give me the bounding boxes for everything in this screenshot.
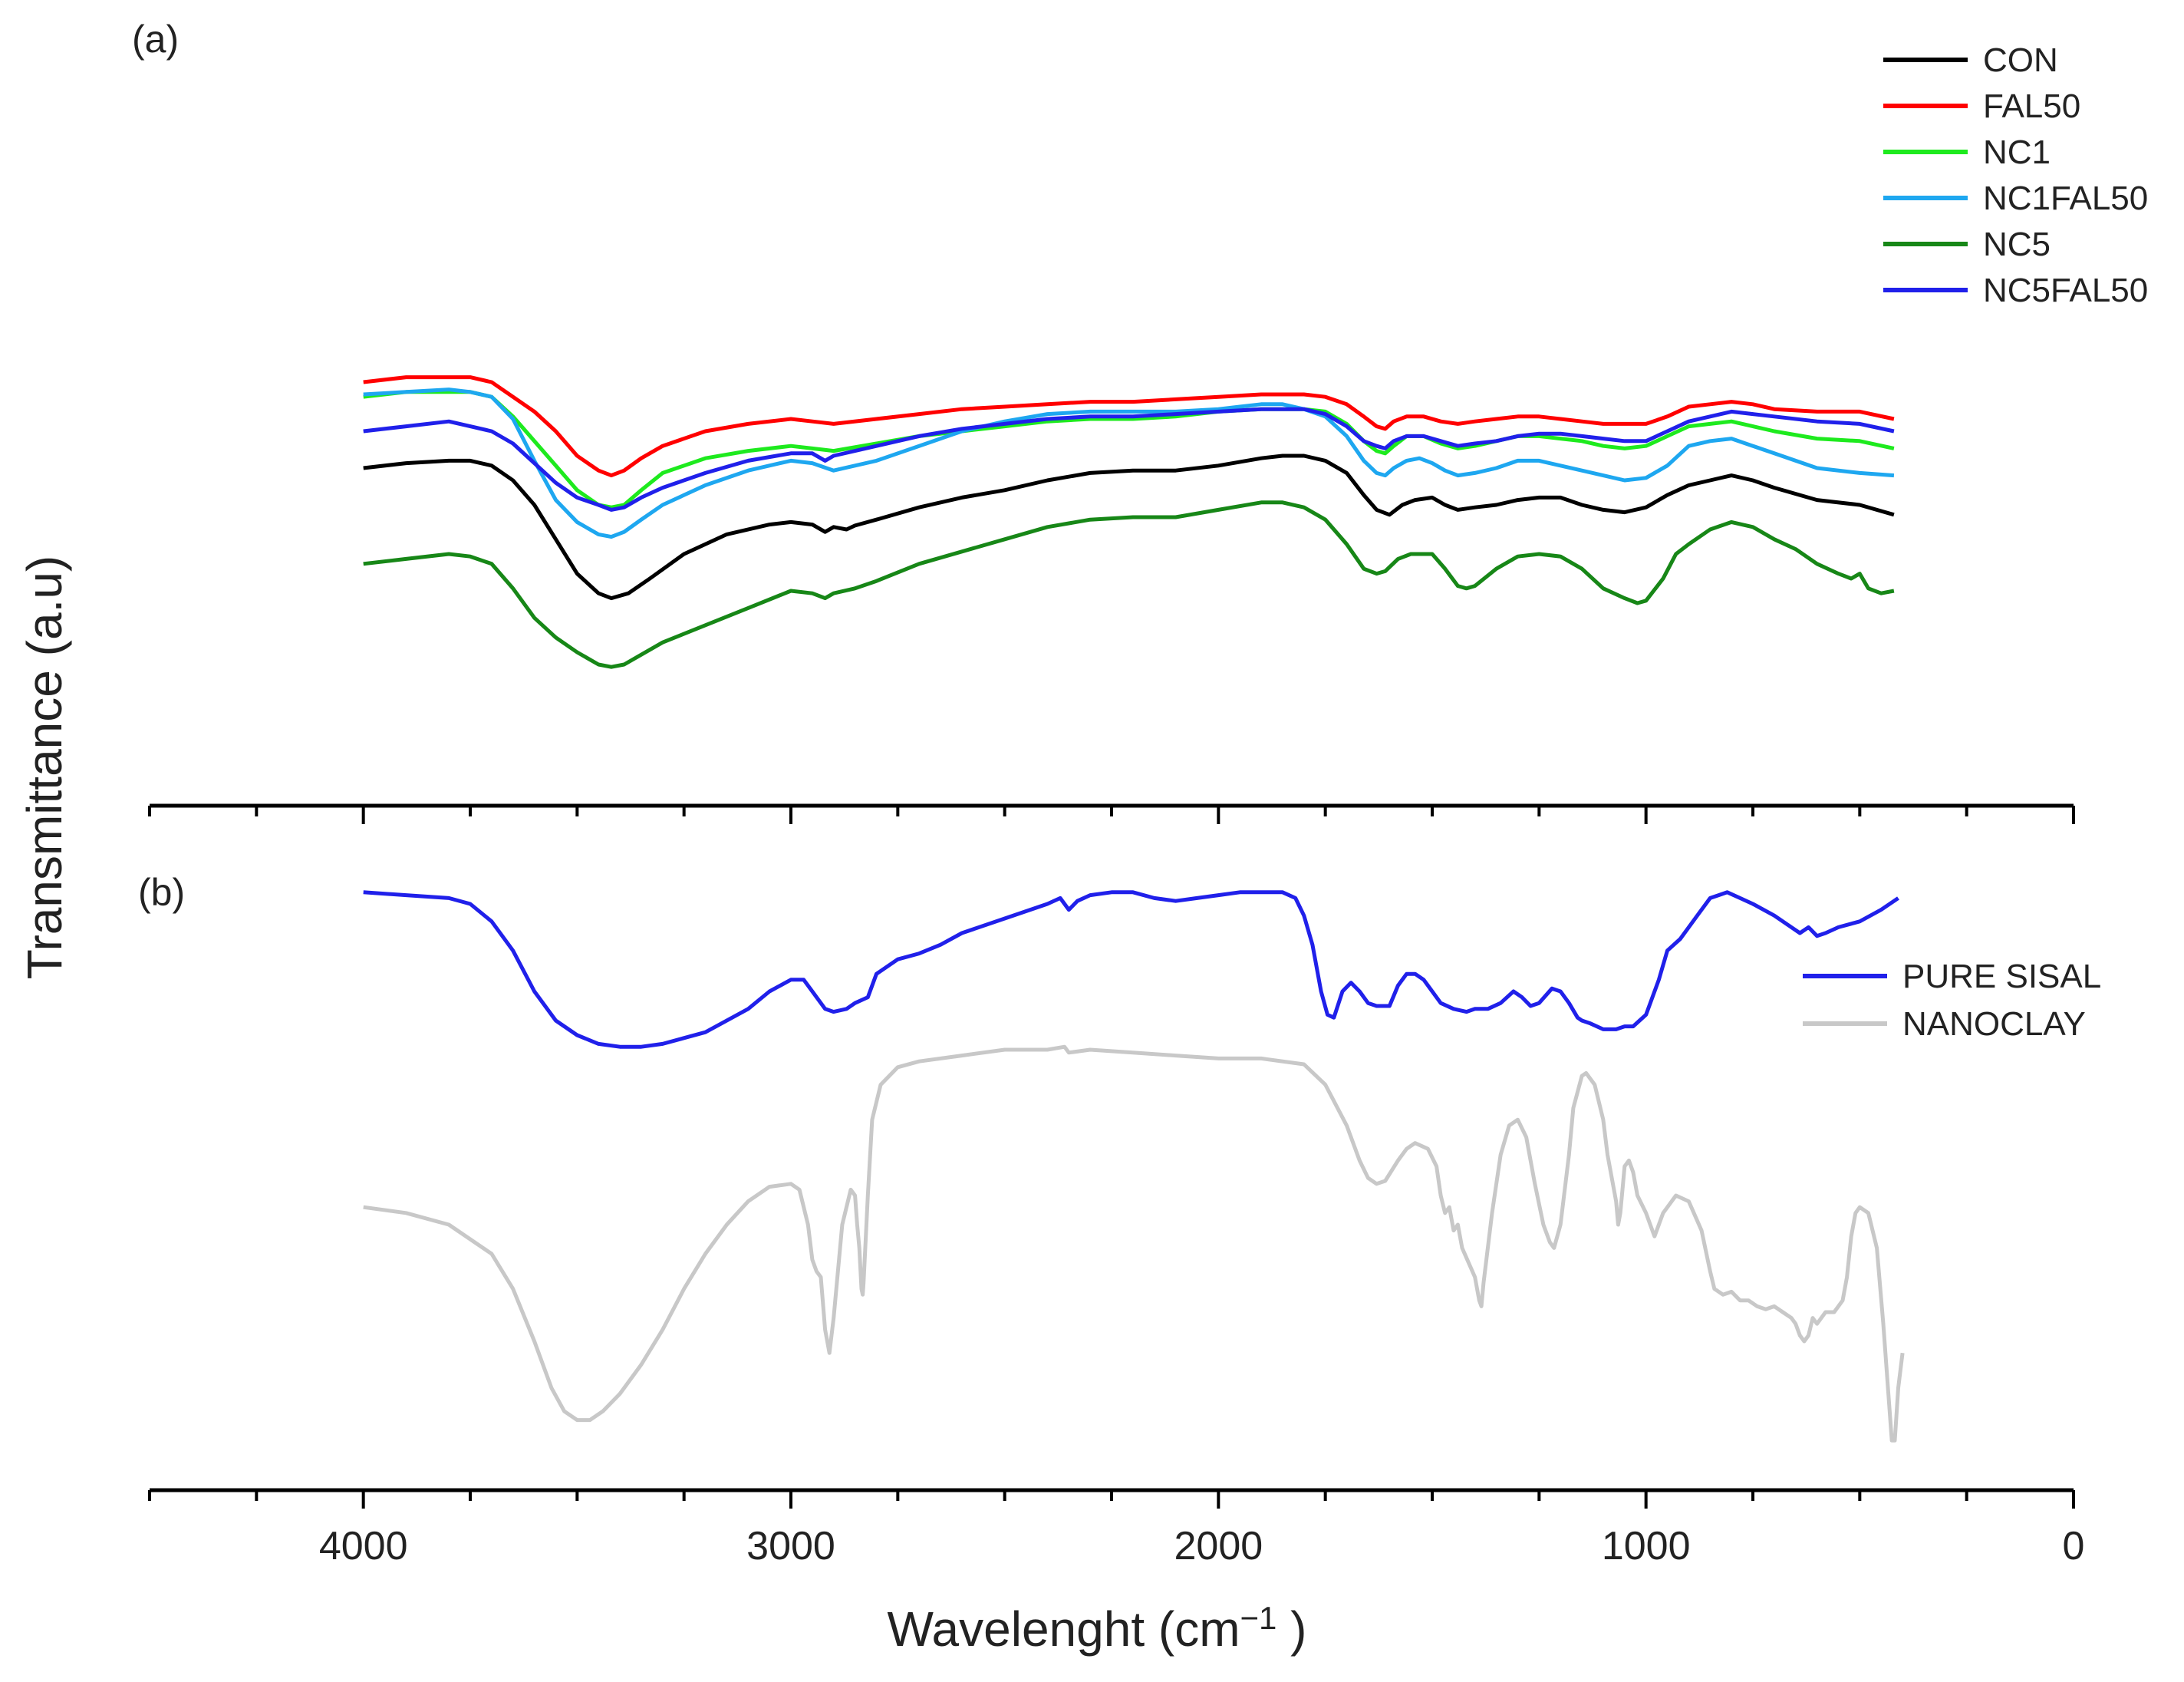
panel-b: (b) PURE SISAL NANOCLAY 4000 3000 2000 1000 0 [138,871,2101,1568]
panel-label-a: (a) [132,18,179,61]
series-line-pure-sisal [363,890,1899,1049]
series-line-con [363,453,1895,601]
series-line-nc5fal50 [363,407,1895,512]
y-axis-title: Transmittance (a.u) [17,556,72,979]
panel-a-x-axis [148,803,2075,824]
x-tick-label-3000: 3000 [746,1524,835,1568]
series-line-nc1 [363,390,1895,510]
x-axis-title-close: ) [1276,1601,1306,1657]
panel-b-legend: PURE SISAL NANOCLAY [1803,958,2101,1043]
legend-label-con: CON [1983,41,2058,79]
x-tick-label-4000: 4000 [319,1524,408,1568]
legend-label-nc1: NC1 [1983,134,2051,171]
panel-a: (a) CON FAL50 NC1 NC1FAL50 NC5 NC5FAL50 [132,18,2148,824]
panel-a-series-lines [363,375,1895,669]
legend-label-nc5fal50: NC5FAL50 [1983,272,2148,309]
panel-label-b: (b) [138,871,185,914]
x-tick-label-1000: 1000 [1602,1524,1691,1568]
panel-b-x-axis: 4000 3000 2000 1000 0 [148,1488,2085,1568]
x-tick-label-0: 0 [2063,1524,2085,1568]
series-line-nc5 [363,500,1895,669]
series-line-fal50 [363,375,1895,478]
legend-label-pure-sisal: PURE SISAL [1902,958,2101,995]
x-axis-title-text: Wavelenght (cm [888,1601,1240,1657]
panel-b-series-lines [363,890,1905,1443]
legend-label-fal50: FAL50 [1983,87,2080,125]
x-tick-label-2000: 2000 [1174,1524,1263,1568]
series-line-nc1fal50 [363,388,1895,539]
series-line-nanoclay [363,1044,1905,1443]
legend-label-nanoclay: NANOCLAY [1902,1005,2086,1043]
panel-a-legend: CON FAL50 NC1 NC1FAL50 NC5 NC5FAL50 [1883,41,2148,309]
x-axis-title: Wavelenght (cm−1 ) [888,1600,1307,1657]
legend-label-nc5: NC5 [1983,226,2051,263]
legend-label-nc1fal50: NC1FAL50 [1983,180,2148,217]
x-axis-title-superscript: −1 [1240,1600,1277,1636]
